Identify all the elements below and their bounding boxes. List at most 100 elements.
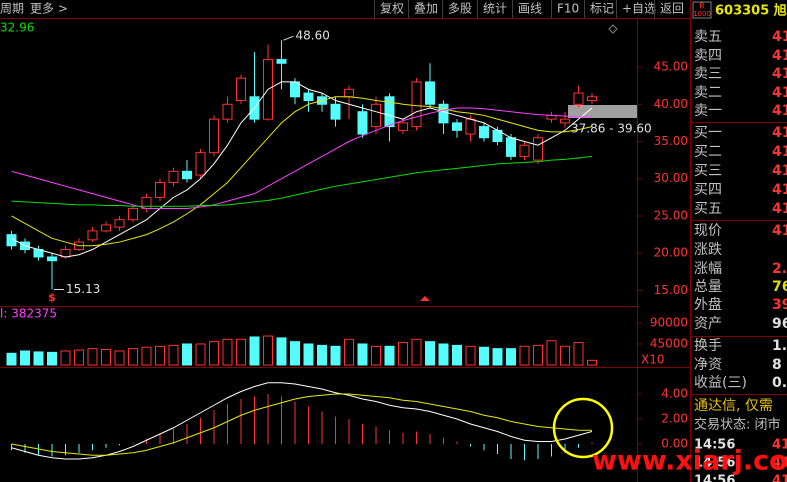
trade-time: 14:56	[694, 456, 735, 471]
quote-label: 卖四	[694, 48, 722, 64]
quote-value: 41	[772, 182, 787, 198]
volume-bar	[533, 344, 543, 366]
candle-body	[438, 103, 449, 124]
badge-bottom: 1000	[693, 10, 711, 18]
candle-body	[344, 88, 354, 98]
candle-body	[236, 77, 246, 102]
quote-value: 41	[772, 201, 787, 217]
quote-value: 41	[772, 66, 787, 82]
volume-bar	[465, 345, 476, 366]
candle-body	[573, 92, 584, 105]
candle-body	[425, 81, 435, 105]
volume-bar	[20, 350, 30, 366]
quote-label: 卖二	[694, 85, 722, 101]
y-tick-label: 45000	[650, 336, 688, 350]
toolbar-button[interactable]: 标记	[590, 2, 614, 16]
quote-value: 41	[772, 85, 787, 101]
volume-unit: X10	[641, 353, 665, 367]
toolbar-button[interactable]: F10	[557, 2, 579, 16]
volume-bar	[344, 338, 354, 366]
quote-label: 买二	[694, 144, 722, 160]
volume-bar	[182, 343, 192, 366]
volume-bar	[263, 335, 273, 366]
quote-value: 96.5	[772, 316, 787, 332]
quote-label: 卖五	[694, 29, 722, 45]
volume-bar	[506, 348, 516, 366]
y-tick-label: 2.00	[661, 412, 688, 426]
trade-time: 14:56	[694, 474, 735, 482]
volume-bar	[425, 341, 435, 366]
quote-value: 41	[772, 29, 787, 45]
candle-body	[330, 103, 341, 120]
quote-label: 现价	[694, 223, 722, 239]
volume-bar	[479, 346, 489, 366]
quote-label: 资产	[694, 316, 722, 332]
quote-value: 0.7	[772, 375, 787, 391]
y-tick-label: 35.00	[654, 134, 688, 148]
quote-value: 2.4	[772, 261, 787, 277]
candle-body	[47, 256, 57, 262]
quote-label: 买五	[694, 201, 722, 217]
range-label: 37.86 - 39.60	[571, 122, 652, 136]
quote-value: 41	[772, 103, 787, 119]
toolbar-item[interactable]: 更多 >	[30, 2, 68, 16]
volume-bar	[155, 345, 165, 366]
quote-value: 41	[772, 48, 787, 64]
quote-value: 8	[772, 357, 782, 373]
toolbar-button[interactable]: 叠加	[414, 2, 438, 16]
toolbar-button[interactable]: 多股	[448, 2, 472, 16]
quote-label: 卖三	[694, 66, 722, 82]
y-tick-label: 15.00	[654, 283, 688, 297]
quote-value: 41	[772, 125, 787, 141]
volume-bar	[168, 344, 179, 366]
quote-label: 买四	[694, 182, 722, 198]
indicator-line	[11, 96, 593, 247]
stock-code: 603305 旭	[715, 3, 787, 19]
low-label: 15.13	[66, 282, 100, 296]
toolbar-button[interactable]: 复权	[380, 2, 404, 16]
candle-body	[519, 144, 530, 157]
candle-body	[398, 122, 408, 131]
candle-body	[182, 170, 192, 180]
candle-body	[465, 118, 476, 135]
volume-bar	[560, 345, 570, 366]
y-tick-label: 20.00	[654, 246, 688, 260]
trade-time: 14:56	[694, 438, 735, 453]
highlight-box	[568, 105, 637, 118]
badge-top: R	[699, 2, 705, 11]
candle-body	[276, 59, 287, 64]
volume-bar	[411, 338, 422, 366]
high-pointer	[283, 35, 294, 41]
candle-body	[506, 137, 516, 157]
indicator-line	[11, 155, 593, 207]
candle-body	[384, 96, 395, 128]
indicator-line	[11, 107, 592, 210]
trade-price: 41	[772, 438, 787, 453]
y-tick-label: 45.00	[654, 60, 688, 74]
candle-body	[128, 208, 138, 221]
volume-label: l: 382375	[0, 307, 57, 321]
toolbar-button[interactable]: +自选	[622, 2, 656, 16]
toolbar-button[interactable]: 统计	[483, 2, 507, 16]
volume-bar	[452, 344, 462, 366]
candle-body	[87, 230, 98, 241]
volume-bar	[519, 345, 530, 366]
volume-bar	[438, 343, 449, 366]
volume-bar	[573, 342, 584, 366]
toolbar-button[interactable]: 画线	[518, 2, 542, 16]
volume-bar	[546, 340, 557, 366]
quote-label: 净资	[694, 357, 722, 373]
quote-value: 769	[772, 279, 787, 295]
toolbar-item[interactable]: 周期	[0, 2, 24, 16]
volume-bar	[371, 345, 381, 366]
volume-bar	[249, 336, 260, 366]
trade-price: 41	[772, 474, 787, 482]
candle-body	[101, 224, 111, 232]
candle-body	[209, 118, 219, 154]
candle-body	[155, 181, 165, 198]
toolbar-button[interactable]: 返回	[660, 2, 684, 16]
volume-bar	[195, 343, 206, 366]
candle-body	[533, 137, 543, 161]
candle-body	[303, 92, 314, 102]
